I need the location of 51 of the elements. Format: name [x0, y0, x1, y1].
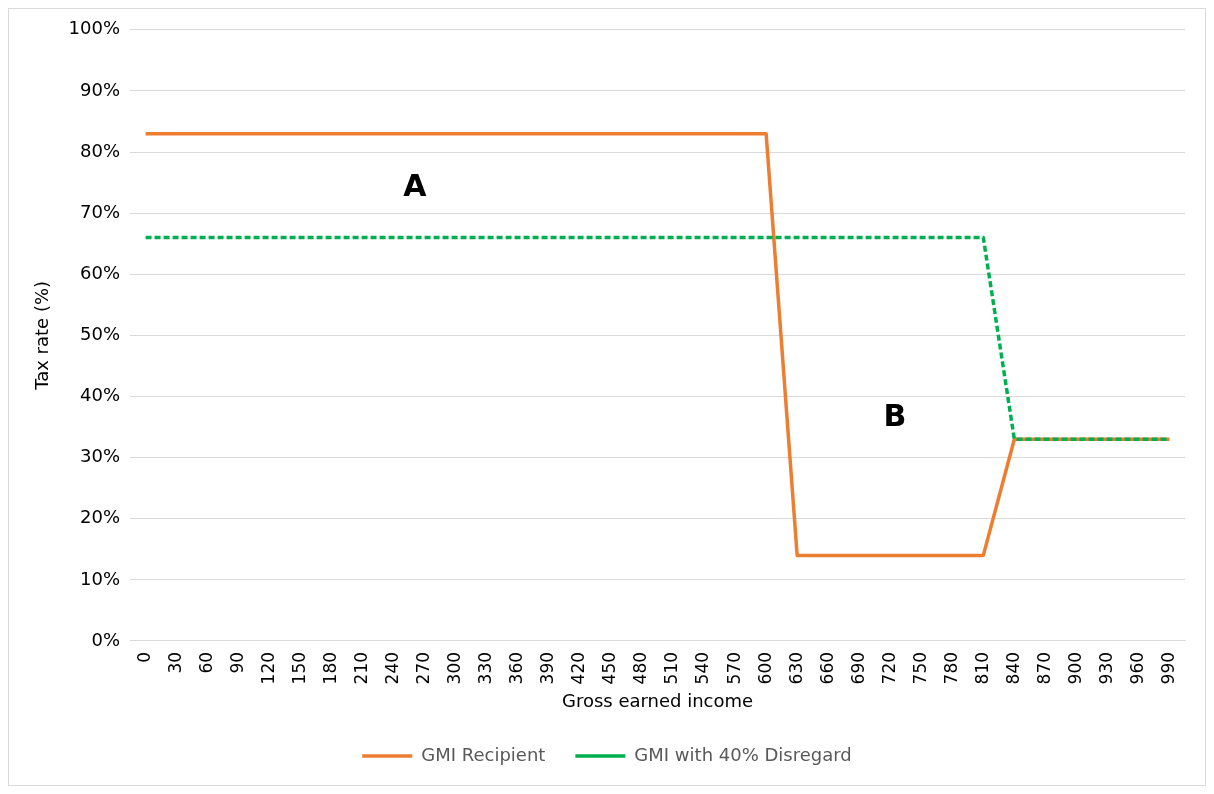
x-tick-label: 180	[320, 651, 341, 685]
x-tick-label: 360	[506, 651, 527, 685]
x-tick-label: 60	[196, 651, 217, 674]
x-tick-label: 0	[134, 651, 154, 663]
x-tick-label: 480	[630, 651, 651, 685]
x-tick-label: 630	[785, 651, 806, 685]
x-tick-label: 90	[227, 651, 248, 674]
x-tick-label: 450	[599, 651, 620, 685]
y-tick-label: 100%	[68, 17, 121, 39]
x-tick-label: 540	[692, 651, 713, 685]
x-tick-label: 960	[1126, 651, 1147, 685]
y-tick-label: 50%	[80, 323, 121, 345]
x-tick-label: 750	[909, 651, 930, 685]
y-tick-label: 40%	[80, 384, 121, 406]
x-tick-label: 420	[568, 651, 589, 685]
x-tick-label: 120	[258, 651, 279, 685]
x-tick-label: 570	[723, 651, 744, 685]
y-tick-label: 90%	[80, 78, 121, 100]
y-axis-title: Tax rate (%)	[31, 280, 53, 391]
x-tick-label: 900	[1064, 651, 1085, 685]
x-tick-label: 810	[971, 651, 992, 685]
x-tick-label: 150	[289, 651, 310, 685]
x-tick-label: 300	[444, 651, 465, 685]
x-tick-label: 930	[1095, 651, 1116, 685]
x-tick-label: 990	[1157, 651, 1178, 685]
y-tick-label: 70%	[80, 200, 121, 222]
x-tick-label: 660	[816, 651, 837, 685]
annotation: A	[403, 168, 428, 204]
y-tick-label: 80%	[80, 139, 121, 161]
y-tick-label: 30%	[80, 445, 121, 467]
x-tick-label: 780	[940, 651, 961, 685]
y-tick-label: 0%	[91, 628, 121, 650]
annotation: B	[883, 397, 907, 433]
y-tick-label: 60%	[80, 261, 121, 283]
y-tick-label: 10%	[80, 567, 121, 589]
x-tick-label: 720	[878, 651, 899, 685]
x-tick-label: 270	[413, 651, 434, 685]
y-tick-label: 20%	[80, 506, 121, 528]
x-tick-label: 870	[1033, 651, 1054, 685]
x-tick-label: 690	[847, 651, 868, 685]
legend-label: GMI Recipient	[421, 743, 546, 765]
x-tick-label: 600	[754, 651, 775, 685]
x-tick-label: 510	[661, 651, 682, 685]
legend-label: GMI with 40% Disregard	[634, 743, 852, 765]
x-tick-label: 840	[1002, 651, 1023, 685]
x-tick-label: 330	[475, 651, 496, 685]
x-tick-label: 30	[165, 651, 186, 674]
x-tick-label: 390	[537, 651, 558, 685]
x-tick-label: 210	[351, 651, 372, 685]
x-axis-title: Gross earned income	[561, 689, 754, 711]
x-tick-label: 240	[382, 651, 403, 685]
